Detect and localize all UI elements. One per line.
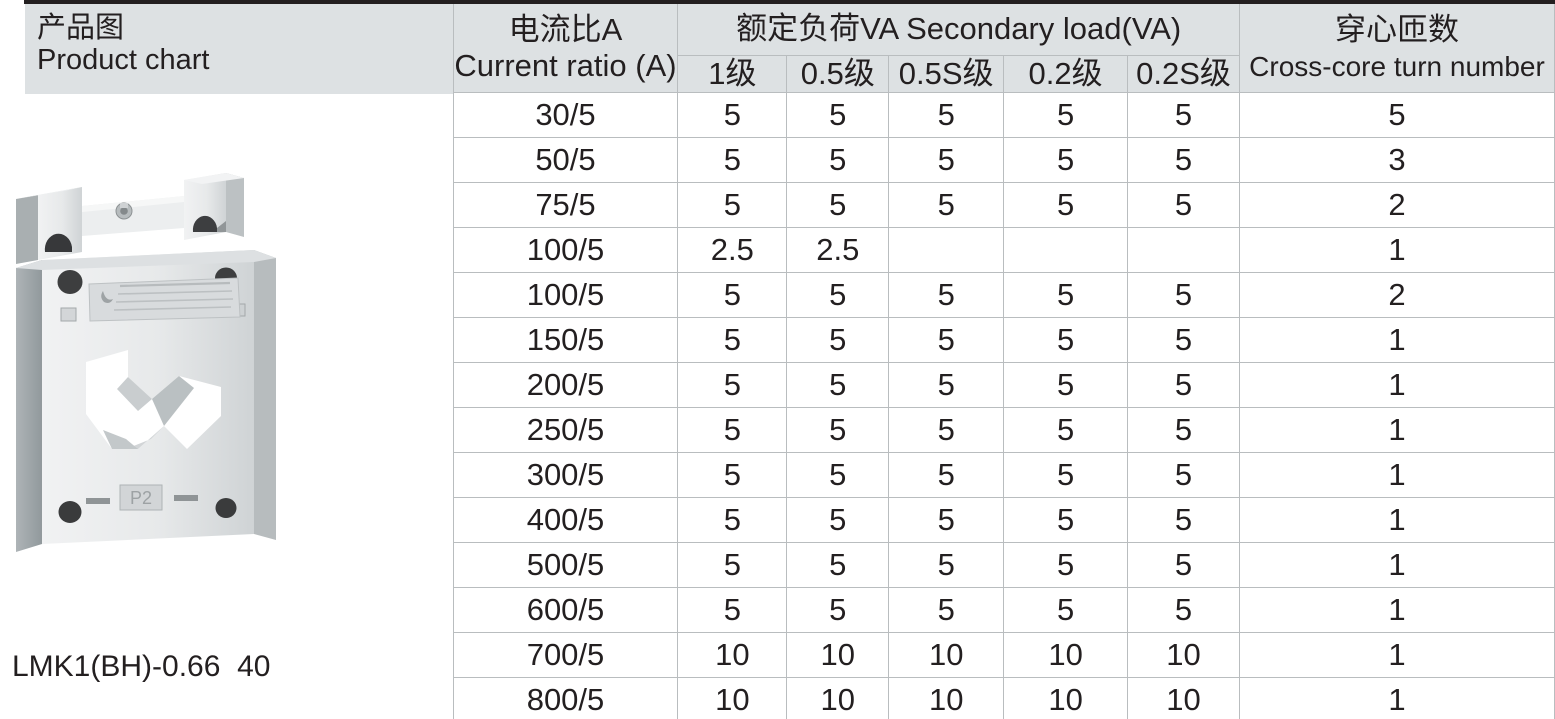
svg-text:P2: P2 xyxy=(130,488,152,508)
